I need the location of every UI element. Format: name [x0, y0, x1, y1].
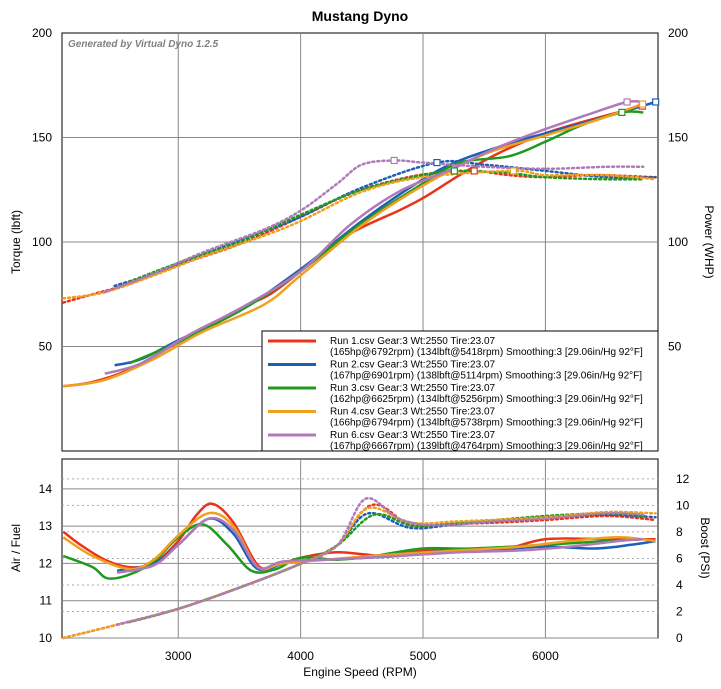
- boost-tick-label: 2: [676, 604, 683, 618]
- torque-power-panel: 50 50 100 100 150 150 200 200 Generated by Virt…: [9, 26, 716, 452]
- peak-torque-marker: [470, 167, 478, 175]
- top-series-lines: [61, 99, 657, 388]
- peak-torque-marker: [509, 167, 517, 175]
- x-tick-label: 3000: [165, 649, 192, 663]
- bottom-tick-labels: 10 11 12 13 14 0 2 4 6 8 10 12: [39, 472, 690, 645]
- chart-title: Mustang Dyno: [312, 8, 408, 24]
- legend-box: [261, 330, 659, 452]
- torque-line-5: [103, 159, 645, 294]
- power-tick-label: 200: [668, 26, 688, 40]
- x-tick-label: 5000: [410, 649, 437, 663]
- peak-power-marker: [652, 98, 660, 106]
- legend-entry-line2: (167hp@6667rpm) (139lbft@4764rpm) Smooth…: [330, 441, 643, 452]
- torque-tick-label: 100: [32, 235, 52, 249]
- boost-axis-label: Boost (PSI): [698, 517, 712, 578]
- power-tick-label: 50: [668, 340, 682, 354]
- power-tick-label: 150: [668, 131, 688, 145]
- legend-entry-line1: Run 2.csv Gear:3 Wt:2550 Tire:23.07: [330, 360, 496, 371]
- afr-axis-label: Air / Fuel: [9, 524, 23, 572]
- legend-entry-line2: (165hp@6792rpm) (134lbft@5418rpm) Smooth…: [330, 347, 643, 358]
- x-tick-label: 6000: [532, 649, 559, 663]
- power-axis-label: Power (WHP): [702, 205, 716, 278]
- afr-tick-label: 10: [39, 631, 53, 645]
- peak-markers: [390, 98, 660, 175]
- boost-tick-label: 12: [676, 472, 690, 486]
- peak-power-marker: [638, 100, 647, 108]
- legend: Run 1.csv Gear:3 Wt:2550 Tire:23.07(165h…: [261, 330, 659, 452]
- legend-entry-line2: (167hp@6901rpm) (138lbft@5114rpm) Smooth…: [330, 371, 642, 382]
- legend-entry-line1: Run 4.csv Gear:3 Wt:2550 Tire:23.07: [330, 407, 496, 418]
- legend-entry-line1: Run 1.csv Gear:3 Wt:2550 Tire:23.07: [330, 336, 496, 347]
- boost-tick-label: 10: [676, 498, 690, 512]
- afr-tick-label: 11: [40, 594, 53, 608]
- legend-entry-line2: (166hp@6794rpm) (134lbft@5738rpm) Smooth…: [330, 418, 643, 429]
- torque-tick-label: 200: [32, 26, 52, 40]
- torque-tick-label: 50: [39, 340, 53, 354]
- afr-tick-label: 13: [39, 519, 53, 533]
- boost-line-4: [61, 506, 657, 640]
- boost-tick-label: 0: [676, 631, 683, 645]
- power-line-5: [104, 99, 644, 375]
- torque-line-3: [128, 169, 645, 283]
- afr-tick-label: 12: [39, 556, 53, 570]
- afr-line-4: [62, 511, 656, 571]
- power-line-4: [63, 102, 643, 388]
- boost-tick-label: 6: [676, 551, 683, 565]
- x-tick-labels: 3000 4000 5000 6000: [165, 649, 559, 663]
- top-tick-labels: 50 50 100 100 150 150 200 200: [32, 26, 688, 354]
- torque-axis-label: Torque (lbft): [9, 210, 23, 274]
- peak-torque-marker: [433, 158, 441, 167]
- legend-entry-line2: (162hp@6625rpm) (134lbft@5256rpm) Smooth…: [330, 394, 643, 405]
- power-tick-label: 100: [668, 235, 688, 249]
- legend-entry-line1: Run 6.csv Gear:3 Wt:2550 Tire:23.07: [330, 430, 496, 441]
- legend-entry-line1: Run 3.csv Gear:3 Wt:2550 Tire:23.07: [330, 383, 496, 394]
- peak-power-marker: [623, 98, 631, 106]
- boost-tick-label: 8: [676, 525, 683, 539]
- x-axis-label: Engine Speed (RPM): [303, 665, 416, 679]
- bottom-series-lines: [61, 496, 657, 640]
- boost-line-5: [115, 496, 645, 626]
- peak-power-marker: [618, 108, 626, 117]
- torque-tick-label: 150: [32, 131, 52, 145]
- generator-note: Generated by Virtual Dyno 1.2.5: [68, 39, 219, 50]
- peak-torque-marker: [450, 167, 458, 175]
- torque-line-4: [61, 169, 657, 300]
- x-tick-label: 4000: [287, 649, 314, 663]
- afr-boost-panel: 10 11 12 13 14 0 2 4 6 8 10 12 Air / Fuel Boost (PS…: [9, 458, 712, 645]
- peak-torque-marker: [390, 156, 398, 165]
- afr-tick-label: 14: [39, 482, 53, 496]
- afr-line-5: [116, 516, 644, 574]
- boost-tick-label: 4: [676, 578, 683, 592]
